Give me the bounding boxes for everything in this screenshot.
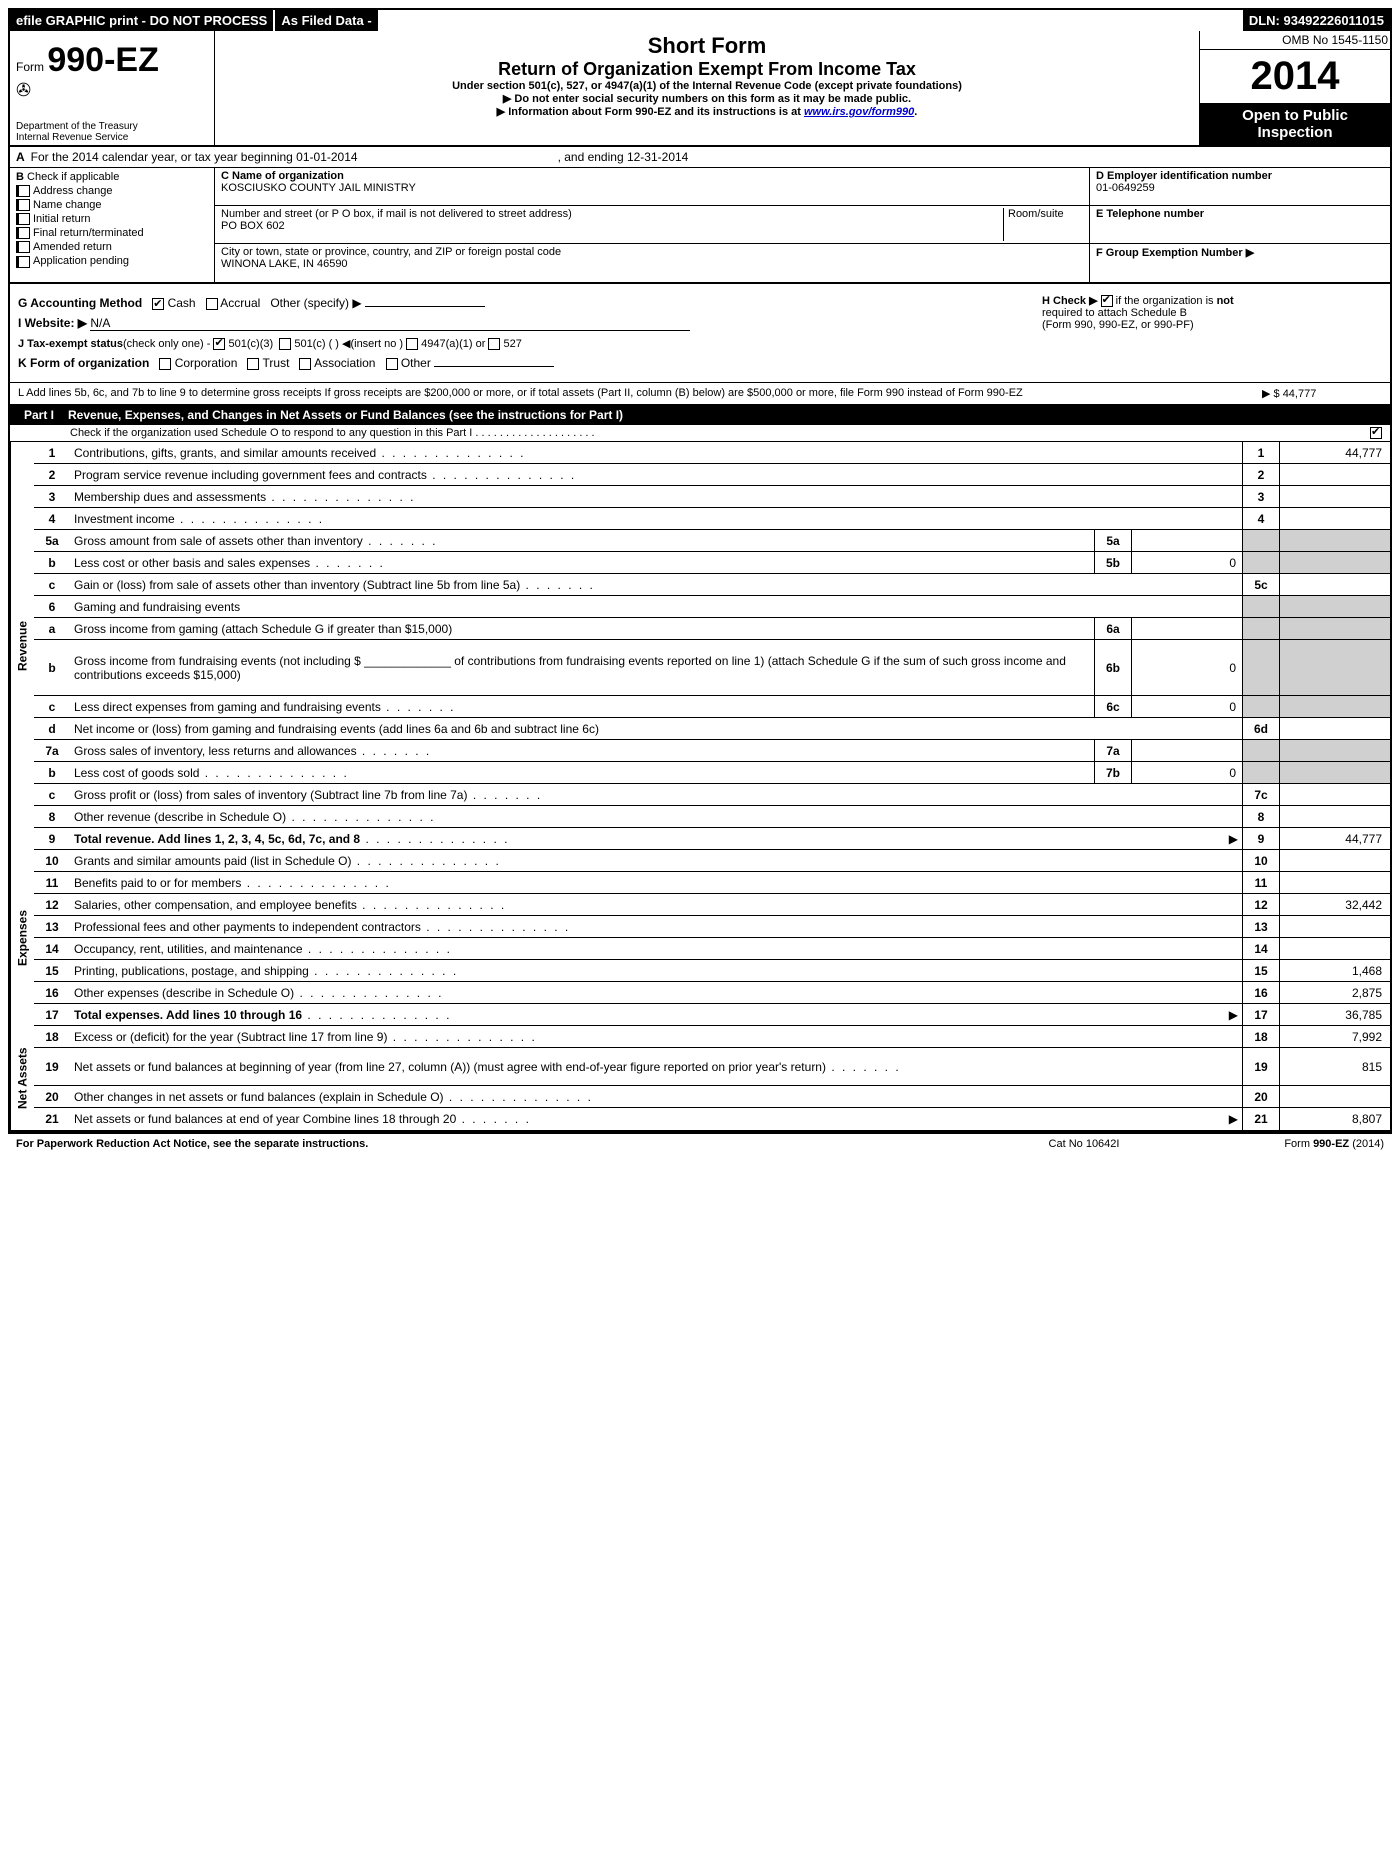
website: N/A [90, 316, 110, 330]
header-right: OMB No 1545-1150 2014 Open to Public Ins… [1200, 31, 1390, 145]
section-bcdef: B Check if applicable Address change Nam… [10, 168, 1390, 284]
gross-receipts: ▶ $ 44,777 [1262, 387, 1382, 400]
header: Form 990-EZ ✇ Department of the Treasury… [10, 31, 1390, 147]
line5b-value: 0 [1132, 552, 1242, 573]
chk-other-org[interactable] [386, 358, 398, 370]
org-city: WINONA LAKE, IN 46590 [221, 258, 1083, 270]
chk-initial-return[interactable] [16, 213, 30, 225]
chk-final[interactable] [16, 227, 30, 239]
col-def: D Employer identification number 01-0649… [1090, 168, 1390, 282]
line19-value: 815 [1280, 1048, 1390, 1085]
footer: For Paperwork Reduction Act Notice, see … [8, 1132, 1392, 1154]
expenses-section: Expenses 10Grants and similar amounts pa… [10, 850, 1390, 1026]
title-under: Under section 501(c), 527, or 4947(a)(1)… [221, 80, 1193, 92]
line1-value: 44,777 [1280, 442, 1390, 463]
header-mid: Short Form Return of Organization Exempt… [215, 31, 1200, 145]
footer-form: Form 990-EZ (2014) [1184, 1138, 1384, 1150]
line7b-value: 0 [1132, 762, 1242, 783]
tax-year: 2014 [1200, 50, 1390, 103]
row-a: A For the 2014 calendar year, or tax yea… [10, 147, 1390, 168]
bullet-info: ▶ Information about Form 990-EZ and its … [221, 105, 1193, 118]
form-number: 990-EZ [47, 41, 159, 79]
footer-catno: Cat No 10642I [984, 1138, 1184, 1150]
chk-trust[interactable] [247, 358, 259, 370]
line16-value: 2,875 [1280, 982, 1390, 1003]
line15-value: 1,468 [1280, 960, 1390, 981]
chk-527[interactable] [488, 338, 500, 350]
chk-schedule-o[interactable] [1370, 427, 1382, 439]
dept-line2: Internal Revenue Service [16, 132, 138, 143]
open-public: Open to Public Inspection [1200, 103, 1390, 145]
line17-value: 36,785 [1280, 1004, 1390, 1025]
chk-address-change[interactable] [16, 185, 30, 197]
header-left: Form 990-EZ ✇ Department of the Treasury… [10, 31, 215, 145]
irs-link[interactable]: www.irs.gov/form990 [804, 106, 914, 118]
efile-notice: efile GRAPHIC print - DO NOT PROCESS [10, 10, 273, 31]
chk-cash[interactable] [152, 298, 164, 310]
chk-corp[interactable] [159, 358, 171, 370]
bullet-ssn: ▶ Do not enter social security numbers o… [221, 92, 1193, 105]
line6c-value: 0 [1132, 696, 1242, 717]
line18-value: 7,992 [1280, 1026, 1390, 1047]
netassets-section: Net Assets 18Excess or (deficit) for the… [10, 1026, 1390, 1130]
revenue-section: Revenue 1Contributions, gifts, grants, a… [10, 442, 1390, 850]
col-c: C Name of organization KOSCIUSKO COUNTY … [215, 168, 1090, 282]
topbar-gap [378, 10, 1243, 31]
topbar: efile GRAPHIC print - DO NOT PROCESS As … [10, 10, 1390, 31]
org-street: PO BOX 602 [221, 220, 1003, 232]
dln: DLN: 93492226011015 [1243, 10, 1390, 31]
chk-4947[interactable] [406, 338, 418, 350]
ein: 01-0649259 [1096, 182, 1384, 194]
chk-assoc[interactable] [299, 358, 311, 370]
line21-value: 8,807 [1280, 1108, 1390, 1130]
line12-value: 32,442 [1280, 894, 1390, 915]
side-netassets: Net Assets [10, 1026, 34, 1130]
side-expenses: Expenses [10, 850, 34, 1026]
omb-number: OMB No 1545-1150 [1200, 31, 1390, 50]
footer-paperwork: For Paperwork Reduction Act Notice, see … [16, 1138, 984, 1150]
chk-amended[interactable] [16, 241, 30, 253]
side-revenue: Revenue [10, 442, 34, 850]
dept-line1: Department of the Treasury [16, 121, 138, 132]
org-name: KOSCIUSKO COUNTY JAIL MINISTRY [221, 182, 1083, 194]
part1-header: Part I Revenue, Expenses, and Changes in… [10, 405, 1390, 425]
line9-value: 44,777 [1280, 828, 1390, 849]
title-short-form: Short Form [221, 33, 1193, 59]
chk-501c3[interactable] [213, 338, 225, 350]
chk-name-change[interactable] [16, 199, 30, 211]
section-h: H Check ▶ if the organization is not req… [1042, 290, 1382, 376]
section-ghi: G Accounting Method Cash Accrual Other (… [10, 284, 1390, 383]
form-prefix: Form [16, 60, 44, 74]
part1-sub: Check if the organization used Schedule … [10, 425, 1390, 442]
chk-pending[interactable] [16, 256, 30, 268]
section-l: L Add lines 5b, 6c, and 7b to line 9 to … [10, 383, 1390, 405]
chk-h[interactable] [1101, 295, 1113, 307]
chk-501c[interactable] [279, 338, 291, 350]
chk-accrual[interactable] [206, 298, 218, 310]
form-990ez: efile GRAPHIC print - DO NOT PROCESS As … [8, 8, 1392, 1132]
line6b-value: 0 [1132, 640, 1242, 695]
title-return: Return of Organization Exempt From Incom… [221, 59, 1193, 80]
asfiled-label: As Filed Data - [273, 10, 377, 31]
col-b: B Check if applicable Address change Nam… [10, 168, 215, 282]
